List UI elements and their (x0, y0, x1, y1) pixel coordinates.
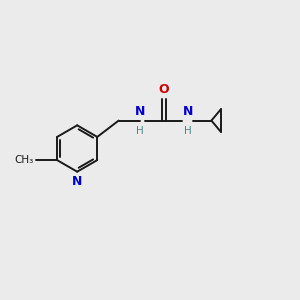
Text: N: N (182, 105, 193, 118)
Text: N: N (72, 175, 83, 188)
Text: H: H (136, 126, 144, 136)
Text: H: H (184, 126, 191, 136)
Text: CH₃: CH₃ (14, 155, 34, 165)
Text: N: N (135, 105, 145, 118)
Text: O: O (158, 83, 169, 96)
Text: N: N (72, 175, 83, 188)
